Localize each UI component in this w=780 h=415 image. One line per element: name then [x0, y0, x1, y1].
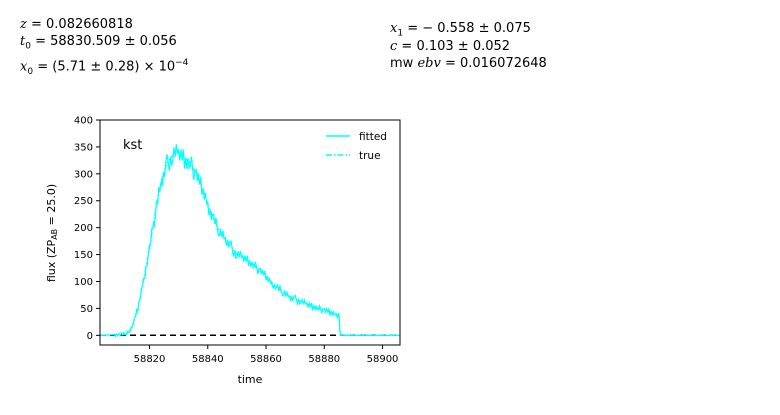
param-mwebv-prefix: mw — [390, 56, 414, 71]
y-tick-label-8: 400 — [74, 116, 93, 127]
y-tick-label-0: 0 — [87, 331, 93, 342]
param-z: z = 0.082660818 — [20, 16, 133, 33]
series-line-fitted — [100, 144, 400, 338]
x-tick-label-3: 58880 — [308, 354, 340, 365]
band-label: kst — [123, 138, 142, 153]
param-x0-symbol: x — [20, 59, 28, 75]
param-z-value: = 0.082660818 — [31, 17, 133, 32]
series-layer — [100, 144, 400, 338]
param-x1-symbol: x — [390, 21, 398, 36]
x-tick-label-2: 58860 — [250, 354, 282, 365]
param-t0-symbol: t — [20, 34, 26, 49]
y-tick-label-5: 250 — [74, 196, 93, 207]
x-tick-label-1: 58840 — [192, 354, 224, 365]
param-x0-value: = (5.71 ± 0.28) × 10 — [37, 59, 176, 75]
param-x0-exp: −4 — [175, 58, 189, 68]
param-mwebv-symbol: ebv — [417, 56, 441, 71]
y-axis-label-sub: AB — [50, 229, 59, 240]
legend: fitted true — [326, 131, 387, 162]
param-x1-sub: 1 — [397, 28, 404, 39]
param-c: c = 0.103 ± 0.052 — [390, 38, 510, 55]
y-axis-label: flux (ZPAB = 25.0) — [45, 184, 59, 282]
ticks-layer: 58820 58840 58860 58880 58900 0 50 100 150 200 250… — [74, 116, 399, 366]
y-axis-label-main: flux (ZP — [45, 239, 58, 282]
param-x0-sub: 0 — [27, 66, 34, 77]
x-tick-label-0: 58820 — [134, 354, 166, 365]
plot-frame — [99, 119, 401, 346]
y-tick-label-2: 100 — [74, 277, 93, 288]
param-c-symbol: c — [390, 39, 398, 54]
y-tick-label-4: 200 — [74, 223, 93, 234]
param-mwebv-value: = 0.016072648 — [444, 56, 547, 71]
legend-label-true: true — [359, 150, 381, 162]
param-t0-sub: 0 — [25, 41, 31, 52]
x-axis-label: time — [238, 373, 263, 386]
y-tick-label-3: 150 — [74, 250, 93, 261]
y-tick-label-7: 350 — [74, 142, 93, 153]
series-line-true — [100, 151, 400, 336]
param-x0: x0 = (5.71 ± 0.28) × 10−4 — [20, 55, 188, 81]
legend-label-fitted: fitted — [359, 131, 387, 143]
y-axis-label-rest: = 25.0) — [45, 184, 58, 229]
param-t0: t0 = 58830.509 ± 0.056 — [20, 33, 177, 56]
param-mwebv: mw ebv = 0.016072648 — [390, 55, 547, 72]
param-x1-value: = − 0.558 ± 0.075 — [407, 21, 531, 36]
y-tick-label-1: 50 — [80, 304, 93, 315]
x-tick-label-4: 58900 — [367, 354, 399, 365]
param-z-symbol: z — [20, 17, 27, 32]
param-t0-value: = 58830.509 ± 0.056 — [35, 34, 177, 49]
param-x1: x1 = − 0.558 ± 0.075 — [390, 20, 531, 43]
param-c-value: = 0.103 ± 0.052 — [401, 39, 511, 54]
y-tick-label-6: 300 — [74, 169, 93, 180]
